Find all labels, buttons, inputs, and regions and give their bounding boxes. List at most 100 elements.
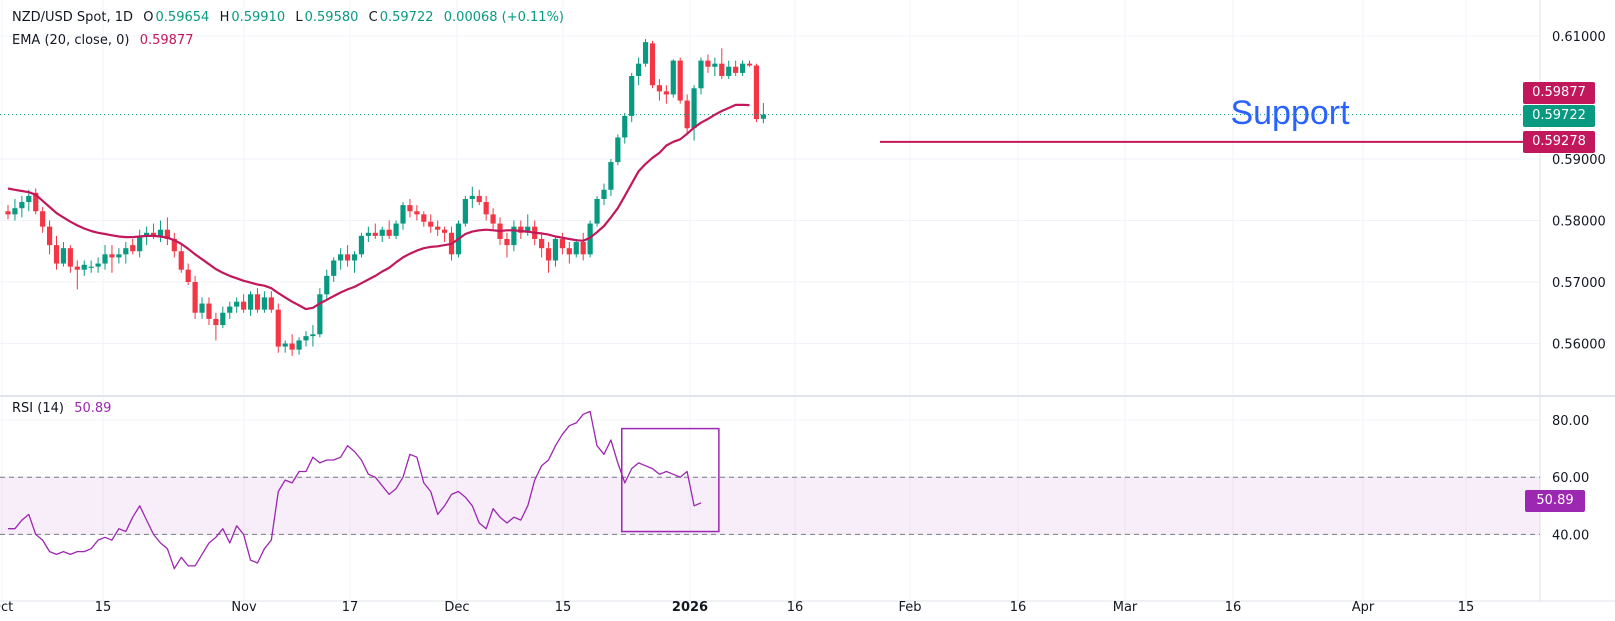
time-tick-label: 16 [787,600,804,615]
candle-body [677,60,683,101]
candle-body [539,238,545,249]
time-tick-label: 2026 [672,600,708,615]
change-value: 0.00068 (+0.11%) [443,10,564,25]
candle-body [365,232,371,236]
candle-body [379,229,385,236]
rsi-axis[interactable]: 80.00 60.00 40.00 [1552,414,1589,543]
low-value: 0.59580 [304,10,359,25]
high-value: 0.59910 [231,10,286,25]
time-tick-label: 15 [95,600,112,615]
candle-body [254,294,261,310]
candle-body [81,264,87,270]
candle-body [296,340,302,350]
candle-body [587,223,593,255]
candle-body [5,211,11,215]
candle-body [525,226,531,233]
candle-body [144,232,150,236]
time-tick-label: Mar [1113,600,1138,615]
candle-body [12,208,18,215]
candle-body [88,266,94,268]
candle-body [171,238,177,252]
candle-body [414,211,420,215]
candle-body [33,192,39,212]
ema-layer [7,103,750,311]
candle-body [116,254,122,258]
candle-body [310,334,316,337]
grid-lines [0,0,1540,600]
candle-body [552,238,559,261]
candle-body [261,297,268,310]
candle-body [26,195,32,203]
ohlc-legend: NZD/USD Spot, 1D O 0.59654 H 0.59910 L 0.59… [12,10,566,25]
candle-body [46,226,53,246]
candle-body [656,85,663,92]
candle-body [753,65,760,120]
candle-body [615,137,621,163]
high-label: H [219,10,230,25]
time-tick-label: 16 [1010,600,1027,615]
candle-body [739,63,746,73]
rsi-tick-label: 40.00 [1552,528,1589,543]
price-tick-label: 0.59000 [1552,153,1606,168]
rsi-band-fill [0,477,1540,535]
candle-body [331,260,337,276]
candle-body [234,301,240,307]
rsi-label: RSI (14) [12,401,64,416]
ema-legend: EMA (20, close, 0) 0.59877 [12,33,195,48]
candle-body [705,60,711,67]
ema-price-tag: 0.59877 [1523,82,1595,104]
candle-body [476,195,482,203]
time-tick-label: Feb [898,600,921,615]
price-tick-label: 0.57000 [1552,276,1606,291]
rsi-legend: RSI (14) 50.89 [12,401,113,416]
rsi-tick-label: 60.00 [1552,471,1589,486]
price-tick-label: 0.56000 [1552,338,1606,353]
candle-body [74,266,80,270]
price-axis[interactable]: 0.61000 0.59000 0.58000 0.57000 0.56000 [1552,30,1606,353]
candle-body [698,60,704,89]
rsi-tick-label: 80.00 [1552,414,1589,429]
candle-body [518,226,524,233]
candle-body [60,248,67,264]
candle-body [719,63,725,76]
candle-body [19,202,25,209]
candle-body [289,343,295,350]
candles [0,39,1540,356]
candle-body [338,254,344,261]
candle-body [95,263,101,267]
candle-body [227,306,233,313]
candle-body [220,312,226,326]
rsi-value-tag: 50.89 [1525,490,1585,512]
candle-body [344,254,351,261]
candle-body [358,235,365,255]
candle-body [594,198,600,224]
ema-line [7,103,750,311]
last-price-tag: 0.59722 [1523,105,1595,127]
time-tick-label: 15 [1458,600,1475,615]
open-label: O [143,10,154,25]
rsi-highlight-box [621,427,720,533]
rsi-value: 50.89 [74,401,112,416]
candle-body [192,282,198,313]
candle-body [275,309,281,347]
candle-body [317,294,323,335]
candle-body [130,245,136,252]
time-tick-label: Dec [444,600,469,615]
candle-body [670,60,676,95]
candle-body [629,75,635,116]
candle-body [199,303,205,313]
support-price-tag: 0.59278 [1523,131,1595,153]
time-axis[interactable]: Oct 15 Nov 17 Dec 15 2026 16 Feb 16 Mar 16 Apr 15 [0,600,1474,615]
candle-body [393,223,399,236]
candle-body [303,336,309,341]
candle-body [372,232,378,236]
rsi-band [0,476,1540,535]
candle-body [428,221,434,227]
candle-body [573,242,579,255]
candle-body [123,248,129,255]
support-label: Support [1230,94,1350,132]
candle-body [137,235,143,252]
time-tick-label: Oct [0,600,13,615]
candle-body [324,275,330,295]
